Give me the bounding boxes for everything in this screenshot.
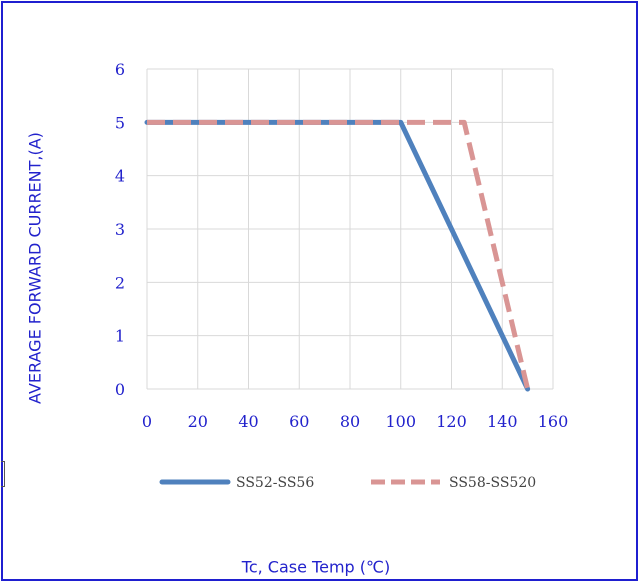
legend-label-1: SS52-SS56 [236,475,314,491]
y-tick-label: 0 [115,380,125,399]
x-tick-label: 120 [436,412,467,431]
frame-edge-mark [1,461,5,487]
y-axis-title: AVERAGE FORWARD CURRENT,(A) [25,132,45,404]
x-tick-label: 60 [289,412,309,431]
x-tick-label: 80 [340,412,360,431]
x-tick-label: 160 [538,412,569,431]
y-tick-label: 6 [115,60,125,79]
series-line-2 [147,119,531,390]
y-tick-label: 4 [115,167,125,186]
x-tick-label: 140 [487,412,518,431]
y-tick-label: 3 [115,220,125,239]
x-tick-label: 40 [238,412,258,431]
legend-label-2: SS58-SS520 [449,475,536,491]
y-tick-label: 2 [115,273,125,292]
x-tick-label: 20 [188,412,208,431]
x-tick-label: 0 [142,412,152,431]
x-tick-label: 100 [385,412,416,431]
y-tick-label: 1 [115,327,125,346]
series-line-1 [144,119,531,392]
x-axis-title: Tc, Case Temp (℃) [241,557,391,577]
y-tick-label: 5 [115,113,125,132]
